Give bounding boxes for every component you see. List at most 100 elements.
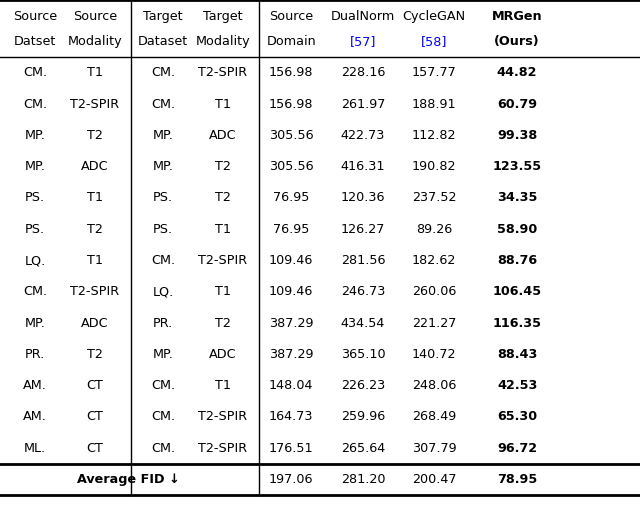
Text: 237.52: 237.52 — [412, 192, 456, 204]
Text: CM.: CM. — [151, 98, 175, 110]
Text: 281.56: 281.56 — [340, 254, 385, 267]
Text: T2-SPIR: T2-SPIR — [70, 98, 119, 110]
Text: AM.: AM. — [23, 379, 47, 392]
Text: 307.79: 307.79 — [412, 442, 456, 454]
Text: Domain: Domain — [266, 35, 316, 48]
Text: T1: T1 — [87, 254, 102, 267]
Text: T1: T1 — [214, 98, 230, 110]
Text: 281.20: 281.20 — [340, 473, 385, 486]
Text: 120.36: 120.36 — [340, 192, 385, 204]
Text: CT: CT — [86, 442, 103, 454]
Text: 261.97: 261.97 — [340, 98, 385, 110]
Text: 34.35: 34.35 — [497, 192, 538, 204]
Text: PS.: PS. — [153, 192, 173, 204]
Text: MP.: MP. — [25, 160, 45, 173]
Text: 42.53: 42.53 — [497, 379, 538, 392]
Text: 76.95: 76.95 — [273, 223, 309, 235]
Text: CM.: CM. — [23, 98, 47, 110]
Text: Source: Source — [13, 9, 57, 22]
Text: 106.45: 106.45 — [493, 286, 541, 298]
Text: 434.54: 434.54 — [340, 317, 385, 329]
Text: ADC: ADC — [81, 317, 109, 329]
Text: 140.72: 140.72 — [412, 348, 456, 361]
Text: T2-SPIR: T2-SPIR — [198, 411, 247, 423]
Text: 305.56: 305.56 — [269, 129, 314, 142]
Text: 88.76: 88.76 — [497, 254, 537, 267]
Text: T2-SPIR: T2-SPIR — [198, 442, 247, 454]
Text: Source: Source — [73, 9, 116, 22]
Text: 156.98: 156.98 — [269, 98, 314, 110]
Text: PS.: PS. — [25, 192, 45, 204]
Text: [58]: [58] — [420, 35, 447, 48]
Text: 148.04: 148.04 — [269, 379, 314, 392]
Text: 268.49: 268.49 — [412, 411, 456, 423]
Text: Datset: Datset — [14, 35, 56, 48]
Text: T1: T1 — [87, 67, 102, 79]
Text: 305.56: 305.56 — [269, 160, 314, 173]
Text: 387.29: 387.29 — [269, 317, 314, 329]
Text: MP.: MP. — [153, 129, 173, 142]
Text: 78.95: 78.95 — [497, 473, 537, 486]
Text: 65.30: 65.30 — [497, 411, 537, 423]
Text: T2: T2 — [215, 160, 230, 173]
Text: CT: CT — [86, 379, 103, 392]
Text: LQ.: LQ. — [152, 286, 174, 298]
Text: 88.43: 88.43 — [497, 348, 538, 361]
Text: 109.46: 109.46 — [269, 254, 314, 267]
Text: (Ours): (Ours) — [494, 35, 540, 48]
Text: 99.38: 99.38 — [497, 129, 537, 142]
Text: T2: T2 — [215, 317, 230, 329]
Text: ADC: ADC — [81, 160, 109, 173]
Text: 109.46: 109.46 — [269, 286, 314, 298]
Text: MRGen: MRGen — [492, 9, 543, 22]
Text: 416.31: 416.31 — [340, 160, 385, 173]
Text: 44.82: 44.82 — [497, 67, 538, 79]
Text: T2: T2 — [87, 348, 102, 361]
Text: CM.: CM. — [151, 254, 175, 267]
Text: 176.51: 176.51 — [269, 442, 314, 454]
Text: Dataset: Dataset — [138, 35, 188, 48]
Text: CM.: CM. — [151, 67, 175, 79]
Text: CM.: CM. — [23, 286, 47, 298]
Text: [57]: [57] — [349, 35, 376, 48]
Text: Modality: Modality — [195, 35, 250, 48]
Text: 260.06: 260.06 — [412, 286, 456, 298]
Text: CT: CT — [86, 411, 103, 423]
Text: 60.79: 60.79 — [497, 98, 537, 110]
Text: T1: T1 — [87, 192, 102, 204]
Text: 387.29: 387.29 — [269, 348, 314, 361]
Text: 58.90: 58.90 — [497, 223, 537, 235]
Text: 126.27: 126.27 — [340, 223, 385, 235]
Text: 156.98: 156.98 — [269, 67, 314, 79]
Text: 190.82: 190.82 — [412, 160, 456, 173]
Text: AM.: AM. — [23, 411, 47, 423]
Text: MP.: MP. — [25, 317, 45, 329]
Text: 422.73: 422.73 — [340, 129, 385, 142]
Text: T2-SPIR: T2-SPIR — [70, 286, 119, 298]
Text: 96.72: 96.72 — [497, 442, 537, 454]
Text: PR.: PR. — [153, 317, 173, 329]
Text: 112.82: 112.82 — [412, 129, 456, 142]
Text: MP.: MP. — [153, 160, 173, 173]
Text: LQ.: LQ. — [24, 254, 46, 267]
Text: DualNorm: DualNorm — [331, 9, 395, 22]
Text: 89.26: 89.26 — [416, 223, 452, 235]
Text: T2: T2 — [87, 223, 102, 235]
Text: PS.: PS. — [153, 223, 173, 235]
Text: PS.: PS. — [25, 223, 45, 235]
Text: Target: Target — [143, 9, 183, 22]
Text: 197.06: 197.06 — [269, 473, 314, 486]
Text: 116.35: 116.35 — [493, 317, 541, 329]
Text: 365.10: 365.10 — [340, 348, 385, 361]
Text: 200.47: 200.47 — [412, 473, 456, 486]
Text: 259.96: 259.96 — [340, 411, 385, 423]
Text: T2: T2 — [215, 192, 230, 204]
Text: ML.: ML. — [24, 442, 46, 454]
Text: 164.73: 164.73 — [269, 411, 314, 423]
Text: Average FID ↓: Average FID ↓ — [77, 473, 179, 486]
Text: 76.95: 76.95 — [273, 192, 309, 204]
Text: CycleGAN: CycleGAN — [403, 9, 465, 22]
Text: CM.: CM. — [23, 67, 47, 79]
Text: ADC: ADC — [209, 129, 237, 142]
Text: T2: T2 — [87, 129, 102, 142]
